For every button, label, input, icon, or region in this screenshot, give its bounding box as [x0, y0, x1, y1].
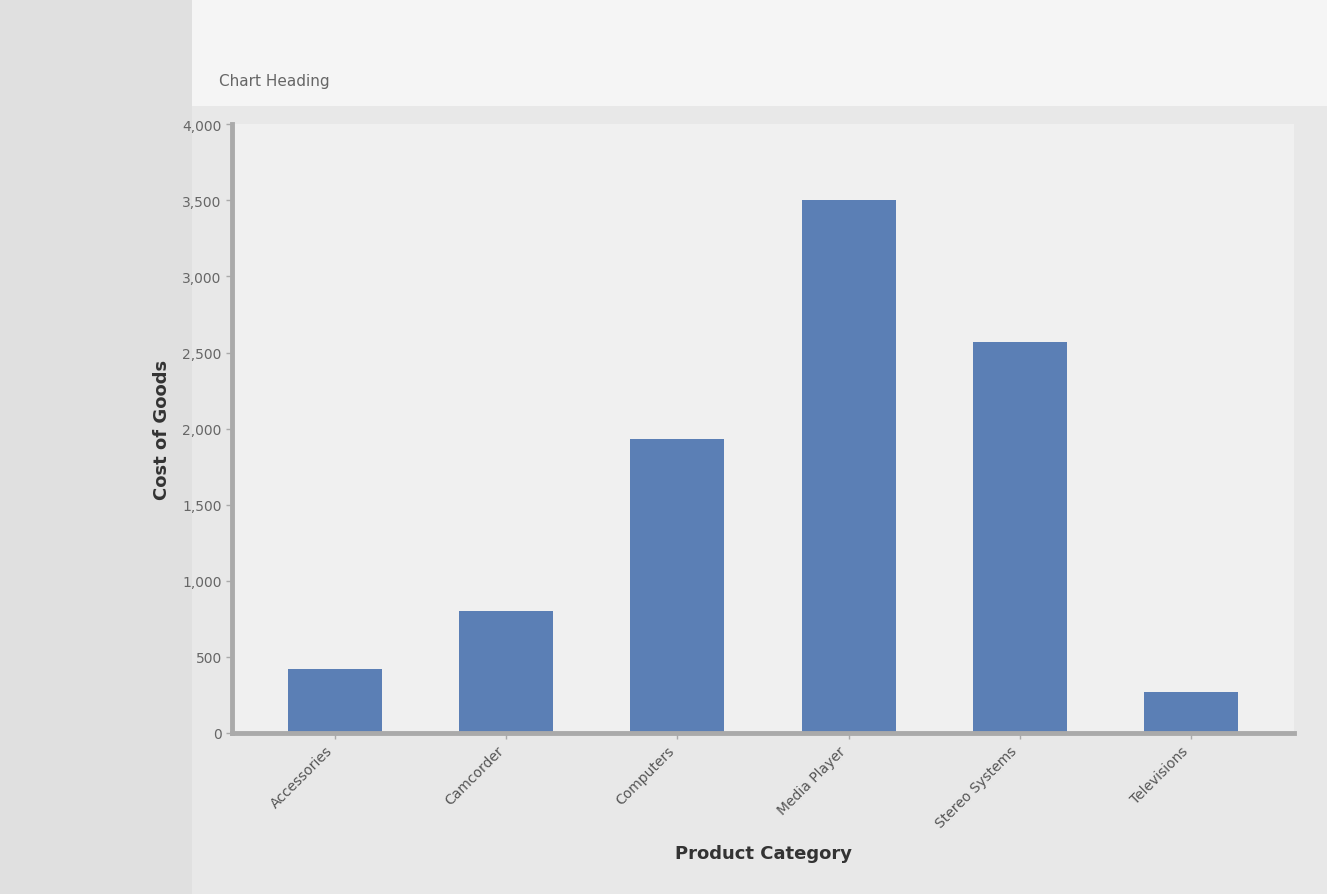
- Bar: [1144, 692, 1238, 733]
- Text: Chart Heading: Chart Heading: [219, 74, 329, 89]
- Bar: [630, 440, 725, 733]
- Y-axis label: Cost of Goods: Cost of Goods: [153, 359, 171, 499]
- Bar: [973, 342, 1067, 733]
- X-axis label: Product Category: Product Category: [674, 844, 852, 862]
- Bar: [802, 201, 896, 733]
- Bar: [459, 611, 553, 733]
- Bar: [288, 670, 382, 733]
